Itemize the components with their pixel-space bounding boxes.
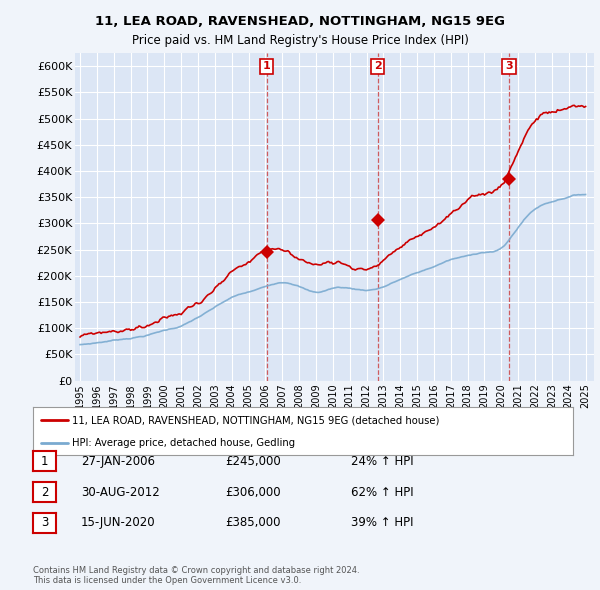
Text: 27-JAN-2006: 27-JAN-2006	[81, 455, 155, 468]
Text: 2: 2	[41, 486, 48, 499]
Text: 24% ↑ HPI: 24% ↑ HPI	[351, 455, 413, 468]
Text: 11, LEA ROAD, RAVENSHEAD, NOTTINGHAM, NG15 9EG (detached house): 11, LEA ROAD, RAVENSHEAD, NOTTINGHAM, NG…	[73, 415, 440, 425]
Text: £306,000: £306,000	[225, 486, 281, 499]
Text: 11, LEA ROAD, RAVENSHEAD, NOTTINGHAM, NG15 9EG: 11, LEA ROAD, RAVENSHEAD, NOTTINGHAM, NG…	[95, 15, 505, 28]
Text: 30-AUG-2012: 30-AUG-2012	[81, 486, 160, 499]
Text: 3: 3	[41, 516, 48, 529]
Text: 62% ↑ HPI: 62% ↑ HPI	[351, 486, 413, 499]
Text: 1: 1	[263, 61, 271, 71]
Text: Contains HM Land Registry data © Crown copyright and database right 2024.
This d: Contains HM Land Registry data © Crown c…	[33, 566, 359, 585]
Text: £245,000: £245,000	[225, 455, 281, 468]
Text: 2: 2	[374, 61, 382, 71]
Text: £385,000: £385,000	[225, 516, 281, 529]
Text: 15-JUN-2020: 15-JUN-2020	[81, 516, 155, 529]
Text: Price paid vs. HM Land Registry's House Price Index (HPI): Price paid vs. HM Land Registry's House …	[131, 34, 469, 47]
Text: HPI: Average price, detached house, Gedling: HPI: Average price, detached house, Gedl…	[73, 438, 296, 448]
Text: 39% ↑ HPI: 39% ↑ HPI	[351, 516, 413, 529]
Text: 1: 1	[41, 455, 48, 468]
Text: 3: 3	[505, 61, 513, 71]
